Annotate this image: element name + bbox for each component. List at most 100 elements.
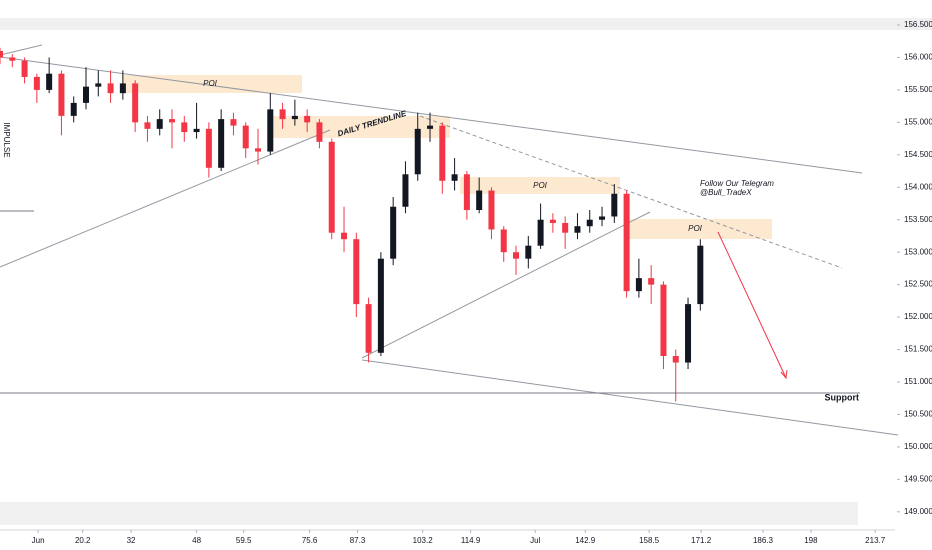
candle-body (144, 122, 151, 129)
y-tick-label: 152.000 (904, 312, 932, 321)
y-tick-label: 151.000 (904, 377, 932, 386)
x-tick-label: 186.3 (753, 536, 774, 545)
candle-body (414, 128, 421, 175)
x-tick-label: 87.3 (350, 536, 366, 545)
candle-body (390, 206, 397, 259)
x-tick-label: 103.2 (413, 536, 434, 545)
trendline (0, 44, 43, 56)
candle-body (0, 50, 3, 58)
y-tick-label: 153.500 (904, 215, 932, 224)
x-tick-label: 48 (192, 536, 201, 545)
telegram-text: Follow Our Telegram (700, 179, 774, 188)
x-tick-label: 198 (804, 536, 818, 545)
candle-body (611, 193, 618, 217)
candle-body (488, 190, 495, 230)
candle-body (169, 119, 176, 123)
candle-body (365, 304, 372, 353)
y-tick-label: 156.000 (904, 53, 932, 62)
candle-body (537, 219, 544, 246)
trendline (0, 129, 331, 268)
candle-body (697, 245, 704, 305)
x-tick-label: 114.9 (461, 536, 481, 545)
candle-body (304, 115, 311, 123)
candle-body (46, 73, 53, 90)
candle-body (341, 232, 348, 240)
candle-body (660, 284, 667, 357)
candle-body (193, 128, 200, 133)
trendline (361, 359, 899, 436)
candle-body (476, 190, 483, 210)
y-tick-label: 151.500 (904, 345, 932, 354)
candle-body (672, 356, 679, 363)
candle-body (451, 174, 458, 181)
x-tick-label: 158.5 (639, 536, 660, 545)
y-tick-label: 156.500 (904, 20, 932, 29)
candle-body (156, 119, 163, 129)
candle-body (623, 193, 630, 292)
candle-body (95, 83, 102, 87)
projection-arrow (717, 231, 787, 379)
candle-body (58, 73, 65, 116)
candle-body (328, 141, 335, 233)
poi-zone (625, 219, 772, 239)
candle-body (205, 128, 212, 168)
top-bar (0, 18, 932, 30)
trendline (0, 56, 863, 174)
candle-body (635, 278, 642, 292)
candle-body (119, 83, 126, 94)
candle-body (574, 226, 581, 233)
candle-body (599, 216, 606, 220)
candle-body (549, 219, 556, 223)
bottom-bar (0, 502, 858, 525)
candle-body (181, 122, 188, 133)
x-tick-label: Jul (530, 536, 540, 545)
candle-body (218, 119, 225, 168)
candle-body (463, 174, 470, 210)
impulse-label: IMPULSE (2, 122, 11, 157)
candle-body (586, 219, 593, 227)
candle-body (648, 278, 655, 285)
poi-label: POI (203, 79, 218, 88)
candle-body (402, 174, 409, 207)
candle-body (83, 86, 90, 103)
candle-body (230, 119, 237, 126)
poi-zone (460, 177, 620, 194)
poi-zone (268, 116, 450, 138)
candle-body (525, 245, 532, 259)
poi-label: POI (688, 224, 703, 233)
candle-body (439, 125, 446, 181)
candle-body (21, 60, 28, 77)
y-tick-label: 155.000 (904, 117, 932, 126)
y-tick-label: 149.500 (904, 474, 932, 483)
candle-body (291, 115, 298, 120)
poi-label: POI (533, 181, 548, 190)
x-tick-label: 213.7 (865, 536, 886, 545)
candle-body (513, 252, 520, 259)
candle-body (562, 222, 569, 233)
x-tick-label: 171.2 (691, 536, 712, 545)
candle-body (267, 109, 274, 152)
y-tick-label: 155.500 (904, 85, 932, 94)
candle-body (316, 122, 323, 142)
candle-body (685, 304, 692, 363)
x-tick-label: 75.6 (302, 536, 318, 545)
candle-body (242, 125, 249, 149)
candle-body (107, 83, 114, 94)
y-tick-label: 149.000 (904, 507, 932, 516)
y-tick-label: 150.000 (904, 442, 932, 451)
candle-body (132, 83, 139, 123)
candle-body (9, 57, 16, 61)
candle-body (427, 125, 434, 129)
trendline (361, 211, 651, 359)
candle-body (255, 148, 262, 152)
candle-body (33, 76, 40, 90)
y-tick-label: 152.500 (904, 280, 932, 289)
candle-body (279, 109, 286, 120)
candle-body (353, 239, 360, 305)
y-tick-label: 154.000 (904, 182, 932, 191)
y-tick-label: 154.500 (904, 150, 932, 159)
x-tick-label: 59.5 (236, 536, 252, 545)
dashed-trendline (419, 115, 843, 269)
